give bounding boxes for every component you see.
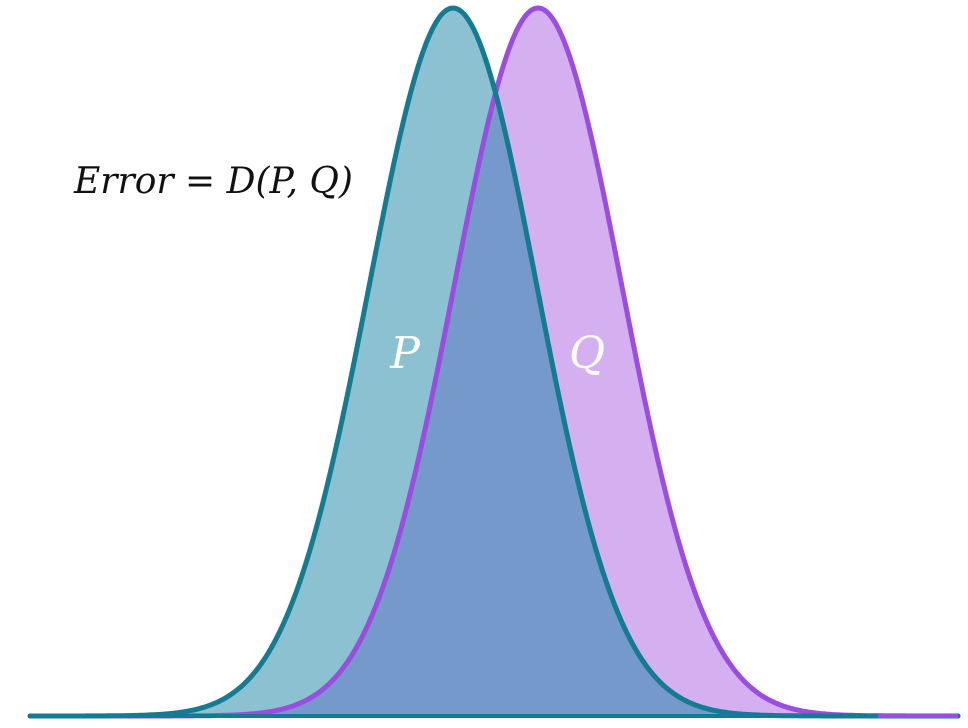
distribution-label-p: P — [389, 328, 421, 379]
distribution-label-q: Q — [569, 328, 605, 379]
error-formula: Error = D(P, Q) — [73, 161, 353, 202]
overlap-region — [30, 8, 958, 716]
